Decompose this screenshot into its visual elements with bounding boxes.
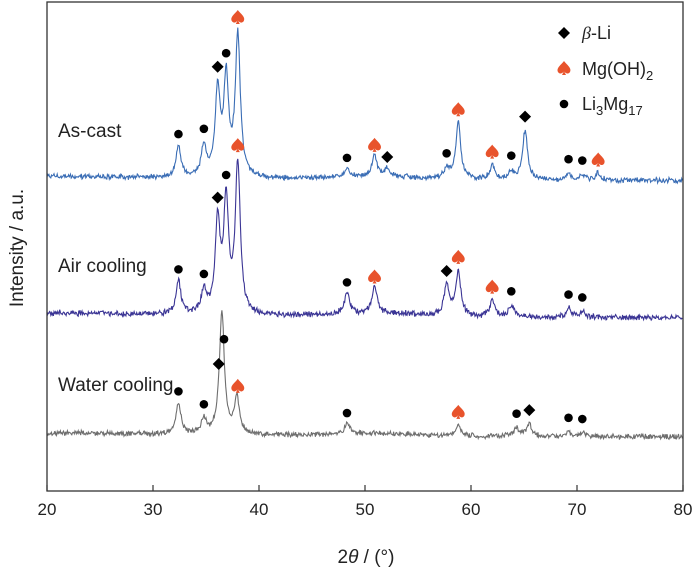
li3mg17-marker (442, 149, 451, 158)
beta-li-marker (211, 60, 224, 73)
li3mg17-marker (221, 48, 231, 58)
li3mg17-marker (559, 99, 569, 109)
legend-label-mgoh2: Mg(OH)2 (582, 59, 653, 83)
li3mg17-marker (564, 154, 573, 164)
li3mg17-marker (578, 414, 587, 424)
beta-li-marker (523, 404, 536, 417)
li3mg17-marker (342, 408, 352, 418)
beta-li-marker (558, 27, 570, 39)
li3mg17-marker (174, 387, 183, 396)
legend-label-li3mg17: Li3Mg17 (582, 94, 643, 118)
mgoh2-marker (485, 279, 499, 294)
x-tick-label: 60 (462, 500, 481, 519)
mgoh2-marker (231, 10, 245, 25)
x-tick-label: 30 (144, 500, 163, 519)
legend: β-Li Mg(OH)2 Li3Mg17 (557, 23, 653, 118)
series-line (46, 27, 683, 185)
mgoh2-marker (451, 102, 465, 117)
li3mg17-marker (174, 265, 183, 274)
li3mg17-marker (564, 290, 573, 299)
mgoh2-marker (368, 137, 381, 152)
mgoh2-marker (557, 61, 571, 75)
series-line (46, 158, 683, 322)
li3mg17-marker (219, 334, 229, 344)
li3mg17-marker (506, 151, 516, 160)
x-tick-label: 80 (674, 500, 693, 519)
legend-icons (557, 27, 571, 109)
y-axis-title: Intensity / a.u. (7, 189, 28, 307)
curve-label-as-cast: As-cast (58, 121, 122, 142)
beta-li-marker (381, 151, 394, 164)
li3mg17-marker (174, 129, 183, 139)
x-tick-label: 20 (38, 500, 57, 519)
mgoh2-marker (451, 404, 465, 419)
li3mg17-marker (342, 153, 352, 163)
li3mg17-marker (506, 287, 516, 296)
mgoh2-marker (451, 249, 465, 264)
li3mg17-marker (578, 156, 587, 165)
x-axis: 20 30 40 50 60 70 80 (38, 485, 693, 519)
curve-label-air-cooling: Air cooling (58, 256, 147, 277)
li3mg17-marker (199, 124, 209, 134)
mgoh2-marker (591, 152, 605, 167)
li3mg17-marker (199, 399, 209, 409)
x-tick-label: 40 (250, 500, 269, 519)
beta-li-marker (211, 191, 224, 204)
mgoh2-marker (231, 378, 245, 393)
mgoh2-marker (485, 144, 499, 159)
li3mg17-marker (221, 170, 231, 180)
beta-li-marker (440, 265, 453, 278)
x-tick-label: 50 (356, 500, 375, 519)
beta-li-marker (212, 358, 225, 371)
x-axis-title: 2θ / (°) (338, 547, 395, 568)
li3mg17-marker (199, 269, 209, 279)
x-tick-label: 70 (568, 500, 587, 519)
li3mg17-marker (342, 278, 352, 287)
legend-label-beta-li: β-Li (581, 23, 611, 43)
beta-li-marker (519, 110, 532, 123)
curve-label-water-cooling: Water cooling (58, 375, 173, 396)
series-line (46, 310, 683, 441)
mgoh2-marker (231, 138, 245, 153)
curves-layer (46, 27, 683, 441)
li3mg17-marker (512, 409, 521, 418)
mgoh2-marker (368, 269, 381, 284)
li3mg17-marker (564, 413, 573, 423)
peak-markers-layer (174, 10, 605, 424)
li3mg17-marker (578, 293, 587, 302)
